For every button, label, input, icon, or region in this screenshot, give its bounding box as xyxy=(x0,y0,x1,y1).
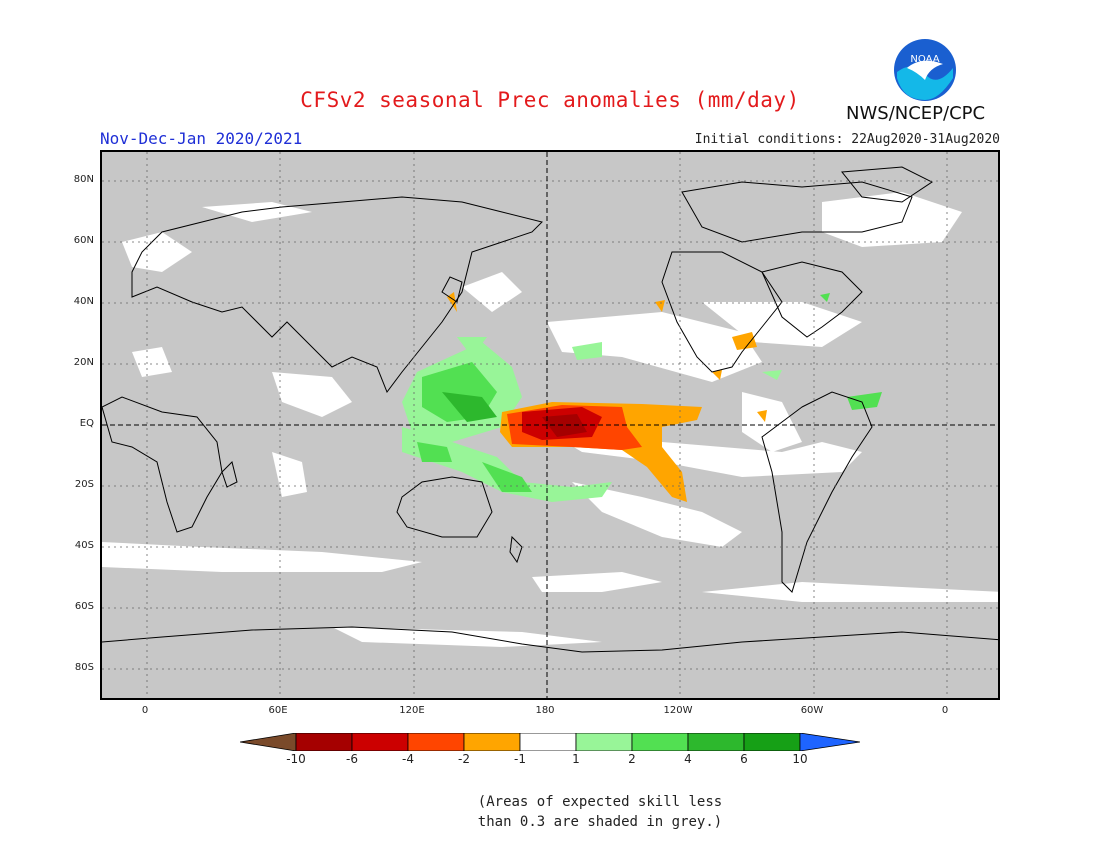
colorbar-label: 4 xyxy=(684,752,692,766)
colorbar-swatch xyxy=(575,733,633,751)
skill-note: (Areas of expected skill less than 0.3 a… xyxy=(470,792,730,832)
map-title: CFSv2 seasonal Prec anomalies (mm/day) xyxy=(300,88,800,112)
lon-label: 60W xyxy=(800,705,824,716)
colorbar-swatch xyxy=(743,733,801,751)
lat-label: 80N xyxy=(73,174,94,185)
colorbar-label: 10 xyxy=(792,752,808,766)
colorbar xyxy=(240,733,860,751)
colorbar-swatch xyxy=(295,733,353,751)
colorbar-swatch xyxy=(687,733,745,751)
colorbar-label: 2 xyxy=(628,752,636,766)
colorbar-swatch xyxy=(407,733,465,751)
weak-dry-areas xyxy=(102,192,998,647)
colorbar-swatch xyxy=(519,733,577,751)
colorbar-label: 6 xyxy=(740,752,748,766)
lat-label: EQ xyxy=(79,418,94,429)
agency-label: NWS/NCEP/CPC xyxy=(846,103,986,124)
initial-conditions-label: Initial conditions: 22Aug2020-31Aug2020 xyxy=(694,132,1000,147)
graticule xyxy=(102,152,998,698)
skill-note-line: (Areas of expected skill less xyxy=(477,794,723,810)
coastlines xyxy=(102,166,998,653)
colorbar-swatch xyxy=(240,733,297,751)
precip-anomaly-map xyxy=(100,150,1000,700)
noaa-logo: NOAA xyxy=(894,39,956,101)
season-label: Nov-Dec-Jan 2020/2021 xyxy=(100,129,303,148)
lon-label: 60E xyxy=(268,705,288,716)
colorbar-label: -4 xyxy=(402,752,414,766)
colorbar-swatch xyxy=(799,733,860,751)
svg-text:NOAA: NOAA xyxy=(910,54,939,65)
colorbar-label: -2 xyxy=(458,752,470,766)
colorbar-label: -6 xyxy=(346,752,358,766)
colorbar-label: -10 xyxy=(286,752,306,766)
colorbar-swatch xyxy=(463,733,521,751)
lat-label: 20N xyxy=(73,357,94,368)
lat-label: 20S xyxy=(74,479,94,490)
colorbar-swatch xyxy=(351,733,409,751)
lon-label: 120E xyxy=(399,705,425,716)
equator-dateline xyxy=(102,152,998,698)
colorbar-swatch xyxy=(631,733,689,751)
lat-label: 40N xyxy=(73,296,94,307)
dry-anomaly-areas xyxy=(447,292,767,502)
skill-note-line: than 0.3 are shaded in grey.) xyxy=(477,814,723,830)
lat-label: 60S xyxy=(74,601,94,612)
lon-label: 0 xyxy=(141,705,149,716)
lon-label: 180 xyxy=(535,705,555,716)
lon-label: 0 xyxy=(941,705,949,716)
lon-label: 120W xyxy=(663,705,693,716)
colorbar-label: -1 xyxy=(514,752,526,766)
wet-anomaly-areas xyxy=(402,293,882,502)
lat-label: 40S xyxy=(74,540,94,551)
lat-label: 60N xyxy=(73,235,94,246)
colorbar-label: 1 xyxy=(572,752,580,766)
lat-label: 80S xyxy=(74,662,94,673)
